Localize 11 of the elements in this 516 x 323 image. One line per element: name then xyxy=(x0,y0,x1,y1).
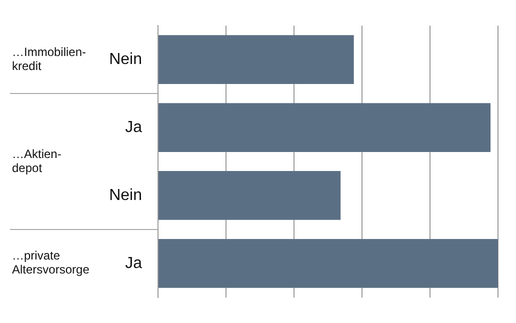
text: …Aktien- depot xyxy=(12,146,62,175)
y-tick-label: Nein xyxy=(109,50,142,68)
text: …Immobilien- kredit xyxy=(12,44,86,73)
y-tick-label: Ja xyxy=(125,254,142,272)
bar xyxy=(158,35,354,84)
bar xyxy=(158,238,498,288)
y-tick-label: Ja xyxy=(125,118,142,136)
bar xyxy=(158,171,341,220)
text: …private Altersvorsorge xyxy=(12,248,90,277)
bar xyxy=(158,103,491,152)
y-tick-label: Nein xyxy=(109,186,142,204)
